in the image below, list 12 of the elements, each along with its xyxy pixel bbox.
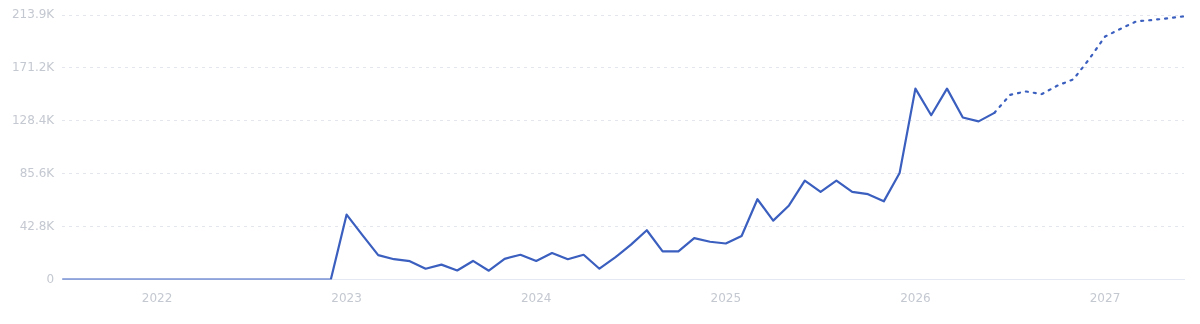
y-tick-label: 213.9K <box>11 7 56 22</box>
x-tick-label: 2027 <box>1089 290 1121 305</box>
y-tick-label: 42.8K <box>19 218 56 233</box>
x-tick-label: 2022 <box>141 290 173 305</box>
x-tick-label: 2024 <box>520 290 552 305</box>
x-tick-label: 2025 <box>710 290 742 305</box>
y-tick-label: 85.6K <box>19 165 56 180</box>
x-tick-label: 2023 <box>331 290 362 305</box>
y-tick-label: 0 <box>46 271 55 286</box>
y-tick-label: 128.4K <box>11 113 56 128</box>
x-tick-label: 2026 <box>900 290 931 305</box>
y-tick-label: 171.2K <box>11 60 56 75</box>
